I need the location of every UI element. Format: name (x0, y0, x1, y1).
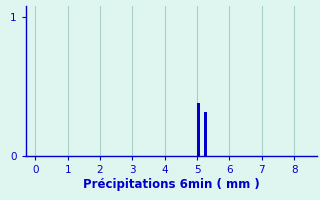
Bar (204, 112, 207, 156)
Bar (197, 103, 200, 156)
X-axis label: Précipitations 6min ( mm ): Précipitations 6min ( mm ) (83, 178, 260, 191)
